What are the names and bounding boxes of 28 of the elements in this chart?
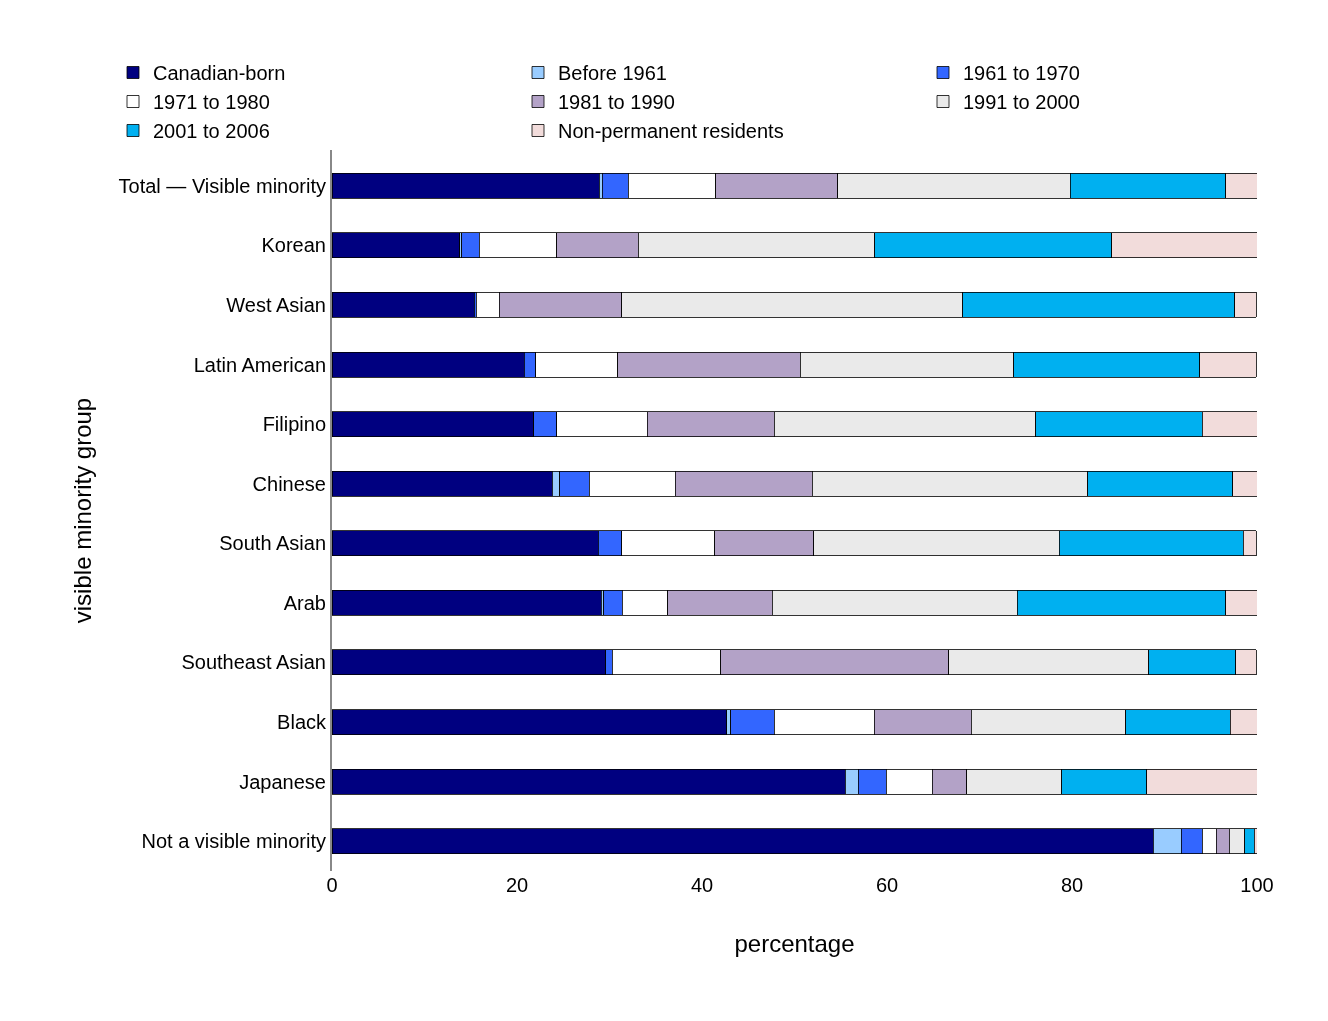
- x-tick-label: 20: [505, 874, 529, 896]
- y-tick-label: Latin American: [193, 353, 326, 376]
- x-tick-label: 60: [875, 874, 899, 896]
- x-tick-label: 80: [1060, 874, 1084, 896]
- y-tick-label: Not a visible minority: [141, 830, 326, 853]
- legend-label: Non-permanent residents: [558, 120, 784, 143]
- y-tick-label: Filipino: [262, 413, 326, 436]
- x-tick-label: 100: [1240, 874, 1274, 896]
- x-tick-label: 40: [690, 874, 714, 896]
- y-tick-label: Arab: [283, 591, 326, 614]
- legend-label: Canadian-born: [153, 62, 286, 85]
- y-tick-label: Korean: [261, 234, 326, 257]
- y-tick-label: Southeast Asian: [181, 651, 326, 674]
- y-tick-label: Japanese: [239, 770, 326, 793]
- y-tick-label: South Asian: [219, 532, 326, 555]
- y-tick-label: West Asian: [226, 293, 326, 316]
- y-axis-title: visible minority group: [69, 397, 97, 624]
- legend-label: 2001 to 2006: [153, 120, 270, 143]
- y-tick-label: Chinese: [252, 472, 326, 495]
- legend-label: 1991 to 2000: [963, 91, 1080, 114]
- legend-label: 1971 to 1980: [153, 91, 270, 114]
- legend-label: 1961 to 1970: [963, 62, 1080, 85]
- y-tick-label: Total — Visible minority: [118, 174, 326, 197]
- y-tick-label: Black: [277, 711, 327, 734]
- legend-label: Before 1961: [558, 62, 667, 85]
- x-tick-label: 0: [326, 874, 338, 896]
- x-axis-title: percentage: [734, 930, 855, 958]
- legend-label: 1981 to 1990: [558, 91, 675, 114]
